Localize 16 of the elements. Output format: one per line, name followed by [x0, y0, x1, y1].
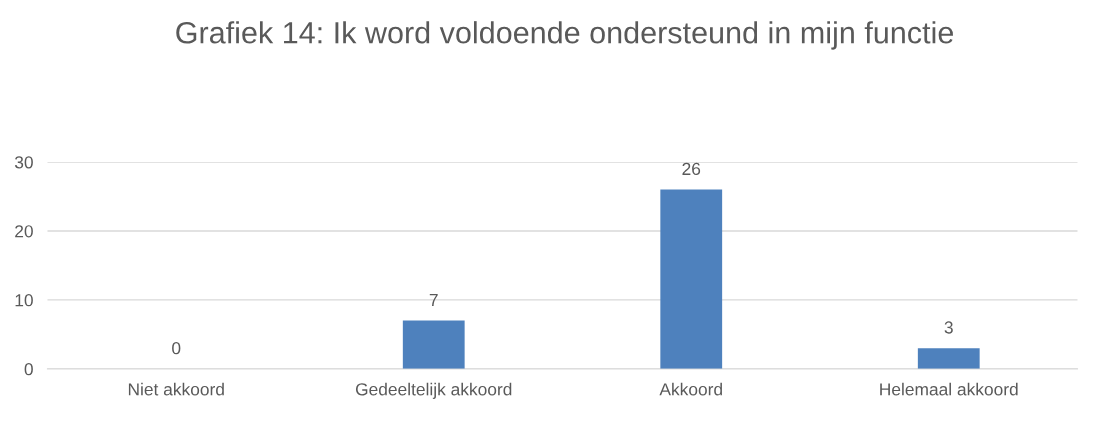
x-tick-label: Niet akkoord: [128, 382, 224, 396]
bar: [917, 348, 980, 369]
x-tick-label: Helemaal akkoord: [880, 382, 1018, 396]
data-label: 26: [682, 162, 701, 176]
data-label: 0: [172, 342, 181, 355]
bar: [660, 189, 723, 369]
data-label: 7: [429, 293, 438, 306]
y-tick-label: 20: [15, 225, 33, 238]
y-tick-label: 0: [24, 363, 33, 376]
data-label: 3: [944, 321, 953, 334]
chart-title: Grafiek 14: Ik word voldoende ondersteund in mijn functie: [176, 21, 953, 50]
y-tick-label: 30: [14, 156, 33, 169]
x-tick-label: Gedeeltelijk akkoord: [355, 382, 512, 399]
bar: [402, 320, 465, 369]
y-tick-label: 10: [15, 294, 33, 307]
x-tick-label: Akkoord: [659, 382, 722, 396]
